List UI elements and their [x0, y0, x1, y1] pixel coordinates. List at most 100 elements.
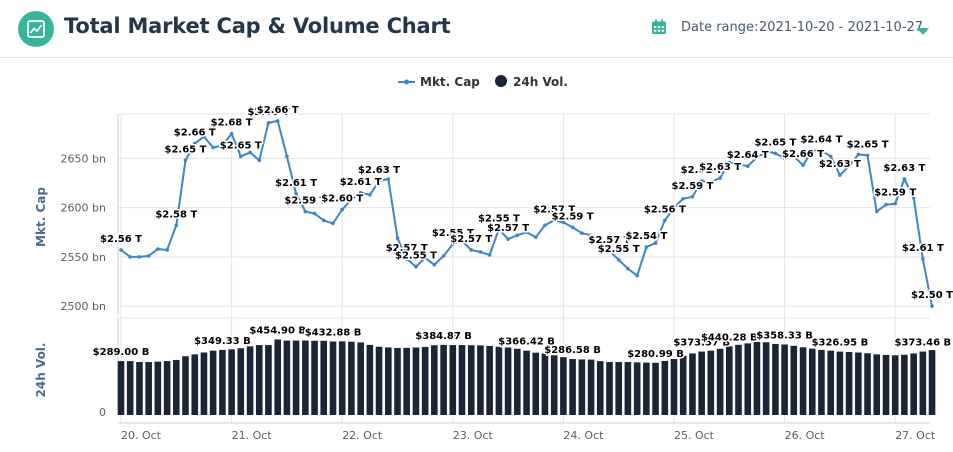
- mkt-cap-point[interactable]: [764, 149, 768, 154]
- legend-item-24h-vol[interactable]: 24h Vol.: [495, 75, 568, 89]
- mkt-cap-point[interactable]: [358, 191, 363, 195]
- mkt-cap-point[interactable]: [257, 158, 262, 163]
- mkt-cap-point[interactable]: [414, 264, 418, 269]
- mkt-cap-point[interactable]: [616, 258, 621, 262]
- mkt-cap-point[interactable]: [368, 193, 372, 197]
- mkt-cap-point[interactable]: [533, 235, 538, 239]
- mkt-cap-point[interactable]: [589, 233, 593, 237]
- mkt-cap-point[interactable]: [607, 249, 612, 253]
- mkt-cap-point[interactable]: [515, 233, 520, 237]
- mkt-cap-point[interactable]: [672, 205, 676, 210]
- mkt-cap-point[interactable]: [294, 192, 298, 196]
- mkt-cap-point[interactable]: [451, 242, 455, 246]
- mkt-cap-point[interactable]: [321, 218, 326, 223]
- mkt-cap-point[interactable]: [137, 255, 142, 259]
- mkt-cap-point[interactable]: [119, 248, 123, 252]
- mkt-cap-point[interactable]: [183, 158, 188, 163]
- volume-bar: [200, 352, 208, 415]
- mkt-cap-point[interactable]: [930, 304, 934, 308]
- mkt-cap-point[interactable]: [460, 239, 464, 243]
- mkt-cap-point[interactable]: [699, 179, 704, 183]
- mkt-cap-point[interactable]: [312, 211, 317, 216]
- mkt-cap-point[interactable]: [626, 266, 630, 271]
- mkt-cap-point[interactable]: [303, 209, 308, 214]
- mkt-cap-point[interactable]: [266, 121, 271, 125]
- mkt-cap-point[interactable]: [552, 218, 557, 223]
- mkt-cap-point[interactable]: [285, 154, 289, 159]
- mkt-cap-point[interactable]: [921, 257, 925, 261]
- mkt-cap-point[interactable]: [220, 143, 225, 148]
- mkt-cap-point[interactable]: [663, 218, 667, 223]
- mkt-cap-point[interactable]: [893, 201, 897, 206]
- legend[interactable]: Mkt. Cap 24h Vol.: [398, 75, 568, 89]
- mkt-cap-point[interactable]: [791, 154, 796, 159]
- mkt-cap-point[interactable]: [469, 248, 474, 252]
- volume-bar: [670, 359, 678, 415]
- mkt-cap-point[interactable]: [229, 131, 234, 136]
- mkt-cap-point[interactable]: [709, 180, 713, 184]
- mkt-cap-point[interactable]: [838, 173, 842, 177]
- mkt-cap-point[interactable]: [856, 152, 861, 157]
- mkt-cap-point[interactable]: [561, 220, 566, 225]
- mkt-cap-point[interactable]: [718, 176, 722, 180]
- mkt-cap-point[interactable]: [487, 253, 492, 257]
- mkt-cap-point[interactable]: [801, 163, 805, 168]
- mkt-cap-point[interactable]: [404, 257, 409, 261]
- mkt-cap-point[interactable]: [441, 254, 446, 258]
- mkt-cap-data-label: $2.64 T: [727, 150, 769, 161]
- calendar-icon[interactable]: [651, 19, 667, 40]
- mkt-cap-point[interactable]: [580, 231, 584, 236]
- mkt-cap-point[interactable]: [275, 119, 280, 123]
- mkt-cap-point[interactable]: [736, 162, 741, 167]
- mkt-cap-point[interactable]: [156, 247, 160, 251]
- date-range-value[interactable]: 2021-10-20 - 2021-10-27: [759, 20, 924, 35]
- mkt-cap-point[interactable]: [423, 256, 427, 260]
- mkt-cap-point[interactable]: [847, 164, 851, 169]
- mkt-cap-point[interactable]: [782, 156, 787, 161]
- mkt-cap-point[interactable]: [128, 255, 132, 259]
- mkt-cap-point[interactable]: [570, 225, 575, 230]
- mkt-cap-point[interactable]: [755, 155, 759, 160]
- caret-down-icon[interactable]: [917, 23, 929, 41]
- volume-bar: [431, 345, 438, 415]
- mkt-cap-point[interactable]: [598, 235, 603, 239]
- mkt-cap-point[interactable]: [349, 197, 354, 202]
- mkt-cap-point[interactable]: [690, 194, 695, 199]
- mkt-cap-point[interactable]: [478, 250, 483, 254]
- mkt-cap-point[interactable]: [727, 160, 732, 165]
- mkt-cap-point[interactable]: [911, 195, 916, 200]
- mkt-cap-point[interactable]: [174, 223, 179, 228]
- mkt-cap-point[interactable]: [238, 154, 243, 159]
- mkt-cap-point[interactable]: [644, 245, 649, 249]
- mkt-cap-point[interactable]: [146, 254, 151, 258]
- mkt-cap-point[interactable]: [202, 134, 206, 139]
- x-tick-label: 20. Oct: [121, 429, 162, 442]
- mkt-cap-point[interactable]: [681, 196, 685, 201]
- mkt-cap-point[interactable]: [902, 177, 907, 181]
- mkt-cap-point[interactable]: [395, 236, 400, 240]
- mkt-cap-point[interactable]: [165, 248, 169, 252]
- mkt-cap-point[interactable]: [386, 177, 391, 181]
- mkt-cap-point[interactable]: [810, 148, 815, 153]
- mkt-cap-point[interactable]: [524, 230, 529, 235]
- mkt-cap-point[interactable]: [635, 273, 639, 278]
- mkt-cap-point[interactable]: [432, 262, 437, 267]
- mkt-cap-point[interactable]: [340, 207, 345, 212]
- mkt-cap-point[interactable]: [819, 148, 824, 153]
- mkt-cap-point[interactable]: [248, 150, 252, 155]
- mkt-cap-point[interactable]: [331, 221, 335, 226]
- mkt-cap-point[interactable]: [211, 145, 215, 150]
- mkt-cap-point[interactable]: [506, 237, 510, 241]
- mkt-cap-point[interactable]: [884, 202, 888, 207]
- mkt-cap-point[interactable]: [497, 227, 501, 232]
- mkt-cap-point[interactable]: [865, 153, 870, 158]
- mkt-cap-point[interactable]: [745, 164, 750, 169]
- mkt-cap-point[interactable]: [377, 179, 381, 183]
- mkt-cap-point[interactable]: [192, 141, 197, 146]
- mkt-cap-point[interactable]: [543, 223, 547, 228]
- mkt-cap-point[interactable]: [828, 154, 833, 159]
- mkt-cap-point[interactable]: [773, 151, 778, 156]
- mkt-cap-point[interactable]: [653, 241, 658, 245]
- mkt-cap-point[interactable]: [874, 209, 879, 214]
- legend-item-mkt-cap[interactable]: Mkt. Cap: [398, 75, 480, 89]
